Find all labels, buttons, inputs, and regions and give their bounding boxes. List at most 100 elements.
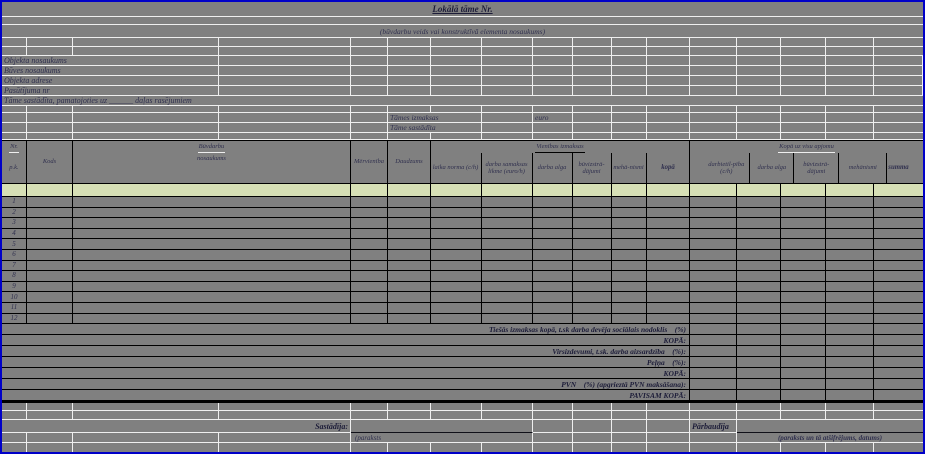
grid-cell[interactable] bbox=[781, 207, 826, 218]
grid-cell[interactable] bbox=[73, 228, 351, 239]
grid-cell[interactable] bbox=[431, 228, 482, 239]
grid-cell[interactable] bbox=[351, 106, 388, 113]
grid-cell[interactable] bbox=[2, 411, 27, 421]
grid-cell[interactable] bbox=[219, 66, 351, 76]
grid-cell[interactable] bbox=[482, 218, 533, 228]
grid-cell[interactable] bbox=[533, 38, 573, 47]
grid-cell[interactable] bbox=[73, 403, 219, 412]
grid-cell[interactable] bbox=[690, 271, 737, 281]
grid-cell[interactable] bbox=[781, 184, 826, 196]
grid-cell[interactable] bbox=[388, 292, 431, 302]
grid-cell[interactable] bbox=[482, 86, 533, 96]
grid-cell[interactable] bbox=[2, 123, 27, 133]
grid-cell[interactable] bbox=[482, 411, 533, 421]
grid-cell[interactable] bbox=[647, 218, 690, 228]
grid-cell[interactable] bbox=[573, 433, 612, 444]
grid-cell[interactable] bbox=[482, 302, 533, 313]
grid-cell[interactable] bbox=[690, 184, 737, 196]
grid-cell[interactable] bbox=[388, 76, 431, 86]
compiled-by-signature-line[interactable] bbox=[351, 420, 533, 434]
grid-cell[interactable] bbox=[27, 207, 73, 218]
grid-cell[interactable] bbox=[690, 228, 737, 239]
grid-cell[interactable] bbox=[737, 66, 781, 76]
grid-cell[interactable] bbox=[431, 260, 482, 271]
grid-cell[interactable] bbox=[737, 335, 781, 346]
grid-cell[interactable] bbox=[573, 56, 612, 66]
grid-cell[interactable] bbox=[431, 76, 482, 86]
grid-cell[interactable] bbox=[781, 292, 826, 302]
grid-cell[interactable] bbox=[533, 249, 573, 260]
grid-cell[interactable] bbox=[431, 207, 482, 218]
grid-cell[interactable] bbox=[219, 123, 351, 133]
grid-cell[interactable] bbox=[2, 433, 27, 444]
grid-cell[interactable] bbox=[388, 302, 431, 313]
grid-cell[interactable] bbox=[874, 324, 923, 334]
grid-cell[interactable] bbox=[612, 106, 647, 113]
grid-cell[interactable] bbox=[27, 433, 73, 444]
grid-cell[interactable] bbox=[27, 239, 73, 249]
checked-by-signature-line[interactable] bbox=[737, 420, 923, 434]
grid-cell[interactable] bbox=[612, 197, 647, 207]
grid-cell[interactable] bbox=[690, 346, 737, 357]
grid-cell[interactable] bbox=[2, 38, 27, 47]
grid-cell[interactable] bbox=[73, 113, 219, 123]
grid-cell[interactable] bbox=[573, 207, 612, 218]
grid-cell[interactable] bbox=[219, 403, 351, 412]
grid-cell[interactable] bbox=[612, 113, 647, 123]
grid-cell[interactable] bbox=[27, 403, 73, 412]
grid-cell[interactable] bbox=[219, 443, 351, 452]
grid-cell[interactable] bbox=[737, 113, 781, 123]
grid-cell[interactable] bbox=[388, 260, 431, 271]
grid-cell[interactable] bbox=[27, 47, 73, 56]
grid-cell[interactable] bbox=[690, 411, 737, 421]
grid-cell[interactable] bbox=[826, 56, 874, 66]
grid-cell[interactable] bbox=[431, 86, 482, 96]
grid-cell[interactable] bbox=[573, 271, 612, 281]
grid-cell[interactable] bbox=[533, 66, 573, 76]
grid-cell[interactable] bbox=[351, 403, 388, 412]
grid-cell[interactable] bbox=[2, 113, 27, 123]
grid-cell[interactable] bbox=[573, 86, 612, 96]
grid-cell[interactable] bbox=[737, 197, 781, 207]
grid-cell[interactable] bbox=[533, 292, 573, 302]
grid-cell[interactable] bbox=[431, 271, 482, 281]
grid-cell[interactable] bbox=[351, 76, 388, 86]
grid-cell[interactable] bbox=[73, 197, 351, 207]
grid-cell[interactable] bbox=[874, 368, 923, 378]
grid-cell[interactable] bbox=[482, 403, 533, 412]
grid-cell[interactable] bbox=[27, 411, 73, 421]
grid-cell[interactable] bbox=[482, 38, 533, 47]
grid-cell[interactable] bbox=[351, 38, 388, 47]
grid-cell[interactable] bbox=[431, 443, 482, 452]
grid-cell[interactable] bbox=[690, 324, 737, 335]
grid-cell[interactable] bbox=[351, 207, 388, 218]
grid-cell[interactable] bbox=[826, 411, 874, 421]
grid-cell[interactable] bbox=[690, 218, 737, 228]
grid-cell[interactable] bbox=[351, 47, 388, 56]
grid-cell[interactable] bbox=[781, 123, 826, 133]
grid-cell[interactable] bbox=[573, 218, 612, 228]
grid-cell[interactable] bbox=[612, 420, 647, 434]
grid-cell[interactable] bbox=[73, 38, 219, 47]
grid-cell[interactable] bbox=[73, 433, 219, 444]
grid-cell[interactable] bbox=[647, 123, 690, 133]
grid-cell[interactable] bbox=[874, 56, 923, 66]
grid-cell[interactable] bbox=[533, 123, 573, 133]
grid-cell[interactable] bbox=[690, 357, 737, 368]
grid-cell[interactable] bbox=[351, 302, 388, 313]
grid-cell[interactable] bbox=[27, 260, 73, 271]
grid-cell[interactable] bbox=[533, 313, 573, 324]
grid-cell[interactable] bbox=[2, 403, 27, 412]
grid-cell[interactable] bbox=[826, 106, 874, 113]
grid-cell[interactable] bbox=[533, 86, 573, 96]
grid-cell[interactable] bbox=[874, 403, 923, 412]
grid-cell[interactable] bbox=[690, 123, 737, 133]
grid-cell[interactable] bbox=[573, 443, 612, 452]
grid-cell[interactable] bbox=[612, 411, 647, 421]
grid-cell[interactable] bbox=[781, 38, 826, 47]
grid-cell[interactable] bbox=[647, 443, 690, 452]
grid-cell[interactable] bbox=[573, 313, 612, 324]
grid-cell[interactable] bbox=[482, 249, 533, 260]
grid-cell[interactable] bbox=[874, 335, 923, 345]
grid-cell[interactable] bbox=[737, 292, 781, 302]
